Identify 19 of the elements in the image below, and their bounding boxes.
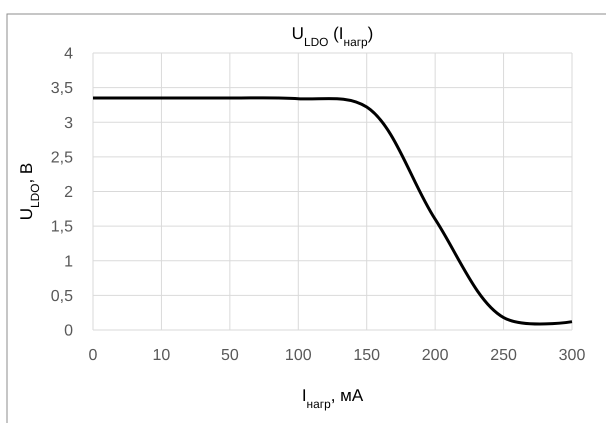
y-tick-label: 2,5 <box>50 149 74 166</box>
chart-title: U$_{LDO}$ (I$_{нагр}$) <box>292 24 374 49</box>
y-tick-label: 1,5 <box>50 218 74 236</box>
y-tick-label: 0,5 <box>50 288 74 305</box>
x-tick-label: 100 <box>284 347 312 364</box>
x-tick-label: 200 <box>422 347 449 364</box>
x-tick-label: 250 <box>490 347 518 364</box>
x-tick-label: 10 <box>152 347 170 364</box>
y-tick-label: 3 <box>64 114 74 132</box>
x-tick-label: 150 <box>353 347 380 364</box>
x-tick-label: 0 <box>88 347 98 364</box>
y-tick-label: 2 <box>64 184 74 202</box>
x-axis-title: I$_{нагр}$, мА <box>302 386 364 411</box>
x-tick-label: 300 <box>558 347 586 364</box>
x-tick-label: 50 <box>220 347 239 364</box>
y-tick-label: 3,5 <box>50 80 74 98</box>
y-tick-label: 4 <box>64 46 74 63</box>
y-tick-label: 0 <box>64 322 74 340</box>
y-tick-label: 1 <box>64 253 74 270</box>
